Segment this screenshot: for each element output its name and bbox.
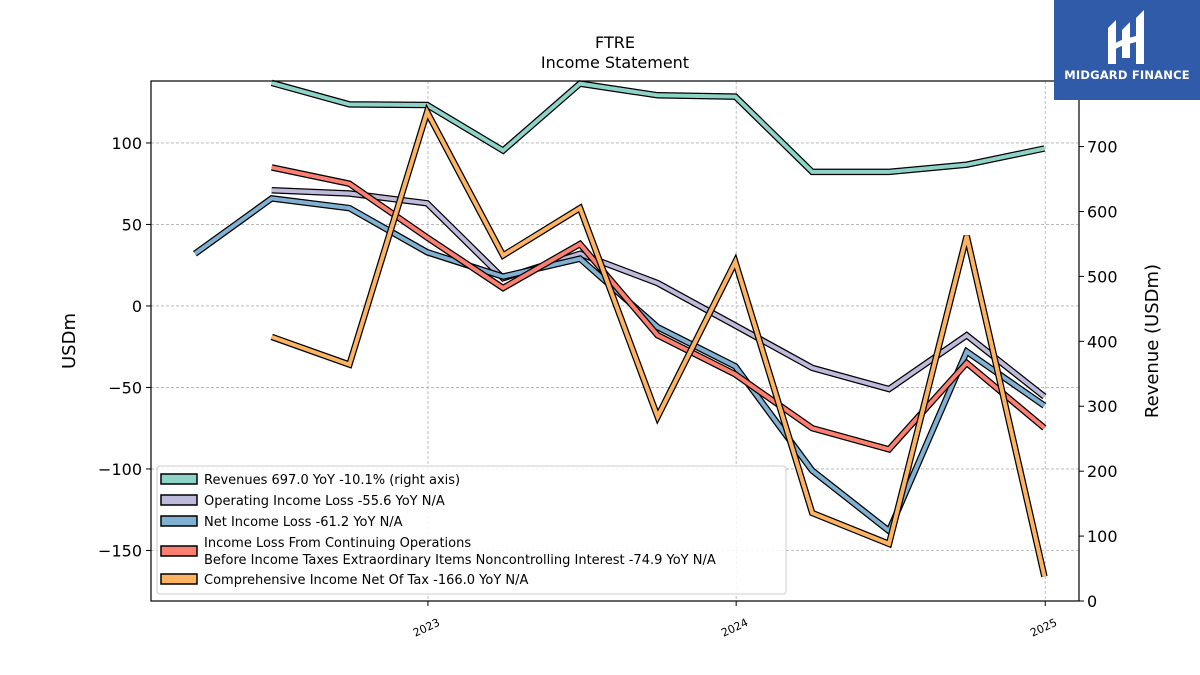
chart-subtitle: Income Statement: [541, 53, 689, 72]
legend-swatch: [160, 573, 198, 585]
brand-logo: MIDGARD FINANCE: [1054, 0, 1200, 100]
y-axis-right-label: Revenue (USDm): [1142, 264, 1163, 418]
legend-label: Operating Income Loss -55.6 YoY N/A: [204, 494, 445, 509]
midgard-logo-icon: [1108, 10, 1144, 64]
legend-swatch: [160, 473, 198, 485]
y-right-tick-label: 300: [1087, 397, 1118, 416]
y-left-tick-label: −50: [108, 378, 142, 397]
series-operating-income-loss: [271, 186, 1047, 400]
y-right-tick-label: 700: [1087, 138, 1118, 157]
y-right-tick-label: 0: [1087, 592, 1097, 611]
series-revenues: [270, 79, 1046, 176]
brand-name: MIDGARD FINANCE: [1064, 68, 1190, 82]
y-left-tick-label: 100: [111, 134, 142, 153]
series-line: [271, 165, 1046, 452]
legend-label: Revenues 697.0 YoY -10.1% (right axis): [204, 473, 460, 488]
y-right-tick-label: 400: [1087, 332, 1118, 351]
legend-label: Income Loss From Continuing Operations: [204, 536, 471, 551]
y-left-tick-label: −150: [98, 541, 142, 560]
legend-label: Comprehensive Income Net Of Tax -166.0 Y…: [204, 573, 529, 588]
series-line-outline: [271, 186, 1047, 400]
series-income-loss-from-continuing-operations-before-income-taxes-extraordinary-items-noncontrolling-interest: [271, 164, 1047, 454]
y-right-tick-label: 200: [1087, 462, 1118, 481]
series-comprehensive-income-net-of-tax: [270, 103, 1048, 578]
y-left-tick-label: 0: [132, 297, 142, 316]
chart-legend: Revenues 697.0 YoY -10.1% (right axis) Op…: [156, 465, 787, 595]
series-line: [271, 106, 1047, 577]
series-line: [271, 80, 1045, 174]
legend-swatch: [160, 494, 198, 506]
legend-label: Before Income Taxes Extraordinary Items …: [204, 553, 716, 568]
x-tick-label: 2025: [1028, 616, 1059, 640]
y-left-tick-label: −100: [98, 460, 142, 479]
y-left-tick-label: 50: [122, 215, 142, 234]
legend-label: Net Income Loss -61.2 YoY N/A: [204, 515, 403, 530]
y-right-tick-label: 100: [1087, 527, 1118, 546]
x-tick-label: 2024: [719, 616, 750, 640]
y-axis-left-label: USDm: [59, 313, 80, 369]
legend-box: [156, 465, 787, 595]
x-tick-label: 2023: [411, 616, 442, 640]
y-right-tick-label: 500: [1087, 267, 1118, 286]
chart-title: FTRE: [595, 33, 635, 52]
legend-swatch: [160, 515, 198, 527]
y-right-tick-label: 600: [1087, 202, 1118, 221]
legend-swatch: [160, 545, 198, 557]
